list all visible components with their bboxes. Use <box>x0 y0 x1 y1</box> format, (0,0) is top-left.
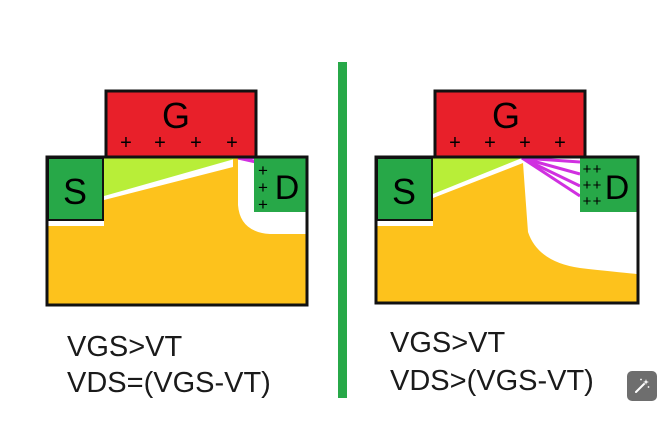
right-field-line <box>521 156 581 176</box>
left-drain-label: D <box>275 169 300 207</box>
left-drain-charges: + + + <box>258 161 268 214</box>
right-drain-charge: + <box>593 161 602 178</box>
left-gate-charge: + <box>120 132 132 154</box>
right-drain-charges: + + + + + + <box>583 161 602 210</box>
left-gate-charges: + + + + <box>120 132 238 154</box>
left-channel <box>104 158 238 196</box>
right-drain-charge: + <box>593 193 602 210</box>
right-drain-charge: + <box>583 193 592 210</box>
right-source-contact <box>376 157 433 221</box>
right-source-label: S <box>392 171 416 212</box>
right-drain-charge: + <box>593 177 602 194</box>
right-gate-charges: + + + + <box>449 132 566 154</box>
left-mosfet-diagram: G + + + + S D + + + <box>45 89 309 307</box>
left-drain-charge: + <box>258 178 268 197</box>
right-gate-charge: + <box>484 132 496 154</box>
left-caption-line1: VGS>VT <box>67 331 183 363</box>
right-gate <box>433 89 587 159</box>
left-gate-label: G <box>162 95 190 136</box>
right-drain-charge: + <box>583 161 592 178</box>
left-gate <box>104 89 258 159</box>
left-drain-contact <box>254 158 306 212</box>
right-caption-line2: VDS>(VGS-VT) <box>390 365 594 397</box>
left-gate-charge: + <box>154 132 166 154</box>
left-drain-charge: + <box>258 195 268 214</box>
right-gate-label: G <box>492 95 520 136</box>
left-drain-charge: + <box>258 161 268 180</box>
magic-wand-icon <box>635 378 650 393</box>
right-gate-charge: + <box>554 132 566 154</box>
right-drain-charge: + <box>583 177 592 194</box>
left-gate-charge: + <box>190 132 202 154</box>
left-caption-line2: VDS=(VGS-VT) <box>67 367 271 399</box>
right-gate-charge: + <box>519 132 531 154</box>
right-drain-contact <box>580 158 637 212</box>
right-gate-charge: + <box>449 132 461 154</box>
right-mosfet-diagram: G + + + + S D + + + + + + <box>374 89 640 305</box>
panel-divider <box>338 62 347 398</box>
right-caption-line1: VGS>VT <box>390 327 506 359</box>
right-field-line <box>521 156 581 198</box>
left-source-label: S <box>63 171 87 212</box>
right-drain-label: D <box>605 169 630 207</box>
right-channel <box>433 158 522 194</box>
left-gate-charge: + <box>226 132 238 154</box>
magic-wand-button[interactable] <box>627 371 657 401</box>
right-field-line <box>521 156 581 164</box>
